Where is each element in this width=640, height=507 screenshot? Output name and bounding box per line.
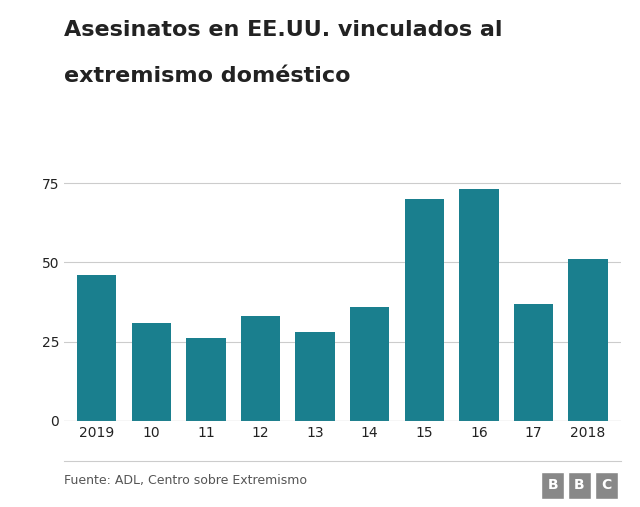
Bar	[460, 190, 499, 421]
Bar	[568, 259, 608, 421]
Text: B: B	[547, 479, 558, 492]
Text: B: B	[574, 479, 585, 492]
Bar	[77, 275, 116, 421]
Bar	[514, 304, 553, 421]
Bar	[350, 307, 389, 421]
Bar	[296, 332, 335, 421]
Text: C: C	[601, 479, 612, 492]
Bar	[132, 322, 171, 421]
Bar	[241, 316, 280, 421]
Text: Fuente: ADL, Centro sobre Extremismo: Fuente: ADL, Centro sobre Extremismo	[64, 474, 307, 487]
Text: extremismo doméstico: extremismo doméstico	[64, 66, 351, 86]
Text: Asesinatos en EE.UU. vinculados al: Asesinatos en EE.UU. vinculados al	[64, 20, 502, 40]
Bar	[404, 199, 444, 421]
Bar	[186, 339, 225, 421]
